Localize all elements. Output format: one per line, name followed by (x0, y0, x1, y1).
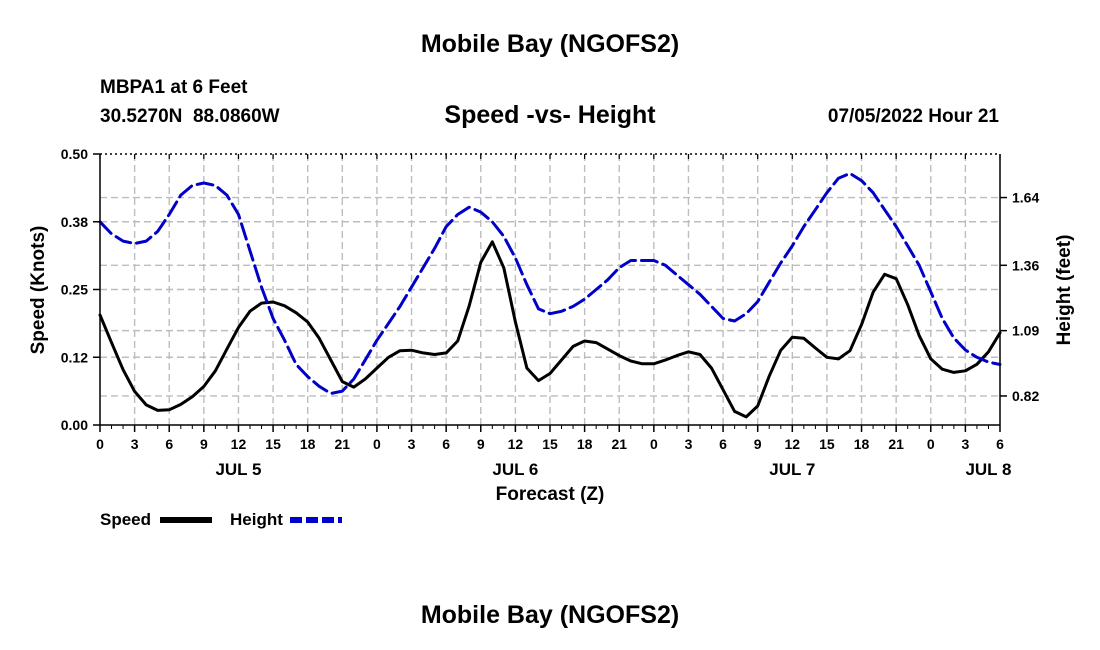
x-tick-label: 21 (335, 436, 351, 452)
y2-tick-label: 1.09 (1012, 323, 1039, 339)
x-tick-label: 15 (265, 436, 281, 452)
x-tick-label: 12 (231, 436, 247, 452)
x-tick-label: 6 (996, 436, 1004, 452)
y2-tick-label: 1.64 (1012, 190, 1039, 206)
legend: Speed Height (100, 510, 342, 529)
x-tick-label: 21 (888, 436, 904, 452)
x-tick-label: 12 (785, 436, 801, 452)
y-tick-label: 0.00 (61, 417, 88, 433)
x-tick-label: 6 (165, 436, 173, 452)
date-label: JUL 8 (965, 460, 1011, 479)
y2-axis-title: Height (feet) (1054, 235, 1075, 346)
axis-labels: Forecast (Z) Speed (Knots) Height (feet) (28, 226, 1075, 505)
x-tick-label: 3 (131, 436, 139, 452)
x-tick-label: 18 (300, 436, 316, 452)
date-label: JUL 5 (215, 460, 261, 479)
y-tick-label: 0.25 (61, 282, 88, 298)
x-tick-label: 0 (927, 436, 935, 452)
x-tick-label: 18 (854, 436, 870, 452)
x-tick-label: 3 (408, 436, 416, 452)
grid-lines (100, 154, 1000, 425)
x-axis-title: Forecast (Z) (496, 484, 605, 505)
x-tick-label: 3 (685, 436, 693, 452)
legend-label-height: Height (230, 510, 283, 529)
x-tick-label: 9 (200, 436, 208, 452)
date-label: JUL 7 (769, 460, 815, 479)
date-label: JUL 6 (492, 460, 538, 479)
x-tick-label: 9 (754, 436, 762, 452)
y-tick-label: 0.50 (61, 146, 88, 162)
x-tick-label: 21 (611, 436, 627, 452)
y-tick-label: 0.38 (61, 214, 88, 230)
series-line-height (100, 173, 1000, 393)
x-tick-label: 15 (819, 436, 835, 452)
x-tick-label: 18 (577, 436, 593, 452)
x-tick-label: 15 (542, 436, 558, 452)
x-tick-label: 6 (719, 436, 727, 452)
x-tick-label: 6 (442, 436, 450, 452)
y2-tick-label: 0.82 (1012, 388, 1039, 404)
footer-title: Mobile Bay (NGOFS2) (0, 601, 1100, 630)
x-tick-label: 0 (96, 436, 104, 452)
x-tick-label: 3 (961, 436, 969, 452)
y2-tick-label: 1.36 (1012, 257, 1039, 273)
legend-label-speed: Speed (100, 510, 151, 529)
x-tick-label: 0 (373, 436, 381, 452)
x-tick-label: 9 (477, 436, 485, 452)
x-tick-label: 12 (508, 436, 524, 452)
x-tick-label: 0 (650, 436, 658, 452)
y-axis-title: Speed (Knots) (28, 226, 49, 355)
y-tick-label: 0.12 (61, 349, 88, 365)
